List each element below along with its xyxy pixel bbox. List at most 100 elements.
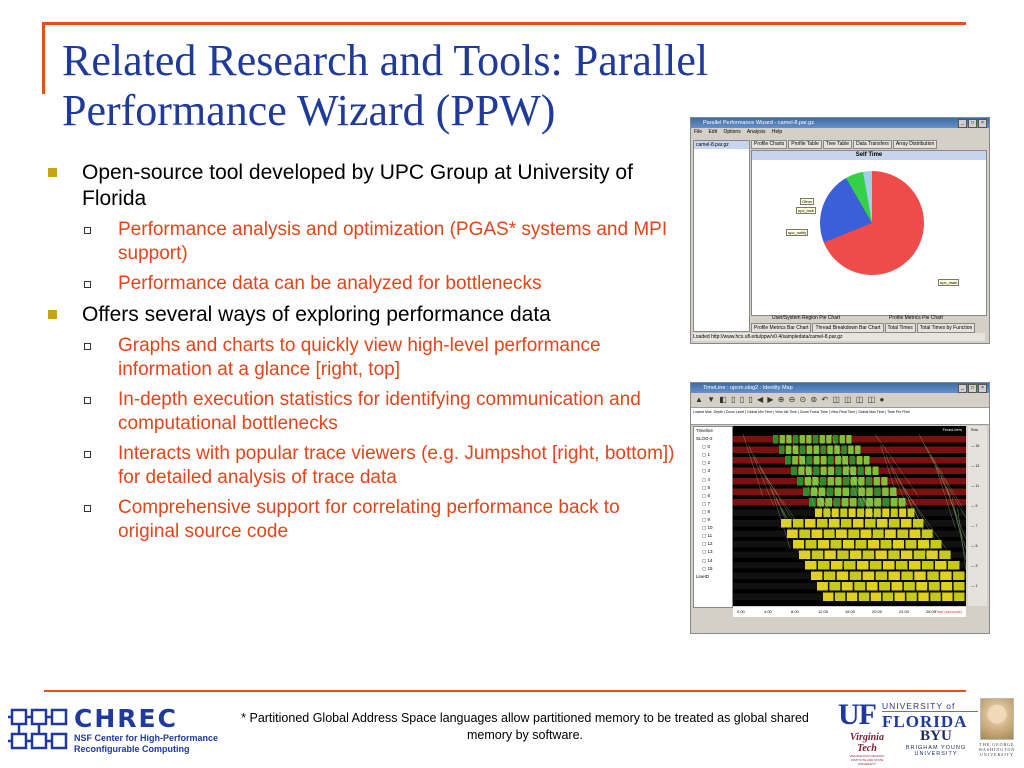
timeline-state-bar <box>939 550 951 559</box>
ppw-menu-file: File <box>694 129 703 135</box>
jumpshot-side-panel: Row — 15 — 13 — 11 — 9 — 7 — 5 — 3 — 1 <box>968 426 987 606</box>
bullet-1-text: Open-source tool developed by UPC Group … <box>82 161 633 210</box>
side-label: Row <box>971 428 979 432</box>
timeline-state-bar <box>930 540 942 549</box>
timeline-message-arrow <box>935 465 956 529</box>
timeline-state-bar <box>779 435 785 444</box>
timeline-state-bar <box>793 435 799 444</box>
ruler-tick: 28.00 <box>926 609 937 614</box>
timeline-state-bar <box>927 571 939 580</box>
timeline-state-bar <box>877 519 888 528</box>
gwu-wordmark: THE GEORGE WASHINGTON UNIVERSITY <box>978 742 1016 757</box>
timeline-state-bar <box>849 571 862 580</box>
timeline-state-bar <box>813 466 820 475</box>
timeline-message-arrow <box>891 465 924 529</box>
timeline-message-arrow <box>869 507 908 571</box>
timeline-row-bg <box>733 488 966 495</box>
thread-row-9: ▢ 9 <box>702 517 711 523</box>
timeline-message-arrow <box>946 486 966 550</box>
sub-bullet-2-3-text: Interacts with popular trace viewers (e.… <box>118 443 675 488</box>
timeline-state-bar <box>799 435 805 444</box>
sub-bullet-2-1: Graphs and charts to quickly view high-l… <box>46 334 676 382</box>
side-tick: — 5 <box>971 544 978 548</box>
timeline-state-bar <box>940 571 952 580</box>
timeline-state-bar <box>913 550 926 559</box>
timeline-state-bar <box>781 519 792 528</box>
timeline-state-bar <box>841 498 849 507</box>
timeline-state-bar <box>898 498 906 507</box>
thread-row-15: ▢ 15 <box>702 565 713 571</box>
timeline-state-bar <box>844 561 856 570</box>
side-tick: — 1 <box>971 584 978 588</box>
ppw-menu-options: Options <box>723 129 741 135</box>
timeline-state-bar <box>799 550 811 559</box>
bullet-2-text: Offers several ways of exploring perform… <box>82 303 551 326</box>
timeline-message-arrow <box>825 507 846 571</box>
slide-title: Related Research and Tools: Parallel Per… <box>62 36 709 135</box>
timeline-state-bar <box>909 529 921 538</box>
left-rule <box>42 22 45 94</box>
info-h3: View Init Time <box>775 410 797 414</box>
vt-subtitle: VIRGINIA POLYTECHNIC INSTITUTE AND STATE… <box>849 754 885 766</box>
timeline-state-bar <box>799 445 806 454</box>
timeline-state-bar <box>826 487 834 496</box>
timeline-state-bar <box>841 519 852 528</box>
timeline-state-bar <box>890 508 898 517</box>
timeline-state-bar <box>879 582 890 591</box>
timeline-message-arrow <box>841 454 881 519</box>
ppw-chart-panel: Self Time upc_main upc_notify upc_lock O… <box>751 150 987 316</box>
hollow-square-icon <box>84 281 91 288</box>
side-tick: — 11 <box>971 484 980 488</box>
timeline-state-bar <box>840 508 848 517</box>
sub-bullet-2-2: In-depth execution statistics for identi… <box>46 388 676 436</box>
timeline-state-bar <box>842 466 849 475</box>
side-tick: — 3 <box>971 564 978 568</box>
timeline-state-bar <box>806 456 813 465</box>
timeline-state-bar <box>785 445 792 454</box>
timeline-state-bar <box>905 540 917 549</box>
timeline-message-arrow <box>913 507 940 571</box>
ruler-tick: 4.00 <box>764 609 772 614</box>
ruler-tick: 20.00 <box>872 609 883 614</box>
timeline-state-bar <box>948 561 960 570</box>
byu-subtitle-2: UNIVERSITY <box>914 751 958 757</box>
timeline-state-bar <box>890 498 898 507</box>
timeline-message-arrow <box>797 454 819 519</box>
ppw-menu-edit: Edit <box>708 129 718 135</box>
pie-label-upc-notify: upc_notify <box>786 229 809 236</box>
chrec-logo: CHREC NSF Center for High-Performance Re… <box>8 702 233 758</box>
timeline-state-bar <box>827 445 833 454</box>
timeline-message-arrow <box>742 433 764 498</box>
timeline-state-bar <box>901 571 913 580</box>
time-unit-label: Time (seconds) <box>934 609 962 614</box>
jumpshot-titlebar: TimeLine : upcm.slog2 : Identity Map _ □ × <box>691 383 989 393</box>
timeline-message-arrow <box>781 507 814 571</box>
ruler-tick: 8.00 <box>791 609 799 614</box>
timeline-state-bar <box>874 487 881 496</box>
timeline-state-bar <box>817 498 824 507</box>
timeline-state-bar <box>834 445 840 454</box>
timeline-state-bar <box>798 466 805 475</box>
thread-row-6: ▢ 6 <box>702 492 711 498</box>
timeline-state-bar <box>792 445 799 454</box>
timeline-state-bar <box>888 550 900 559</box>
timeline-state-bar <box>954 592 965 601</box>
ppw-subtabs-bottom: Profile Metrics Bar Chart Thread Breakdow… <box>751 323 976 333</box>
timeline-state-bar <box>870 561 882 570</box>
timeline-state-bar <box>862 550 875 559</box>
ppw-tabs: Profile Charts Profile Table Tree Table Dat… <box>751 140 938 149</box>
chrec-subtitle: NSF Center for High-Performance Reconfig… <box>74 733 218 755</box>
timeline-state-bar <box>901 519 912 528</box>
timeline-state-bar <box>826 435 832 444</box>
timeline-state-bar <box>843 477 850 486</box>
timeline-state-bar <box>901 550 913 559</box>
chrec-subtitle-2: Reconfigurable Computing <box>74 744 190 754</box>
chrec-subtitle-1: NSF Center for High-Performance <box>74 733 219 743</box>
timeline-message-arrow <box>759 465 798 529</box>
timeline-state-bar <box>863 456 870 465</box>
ppw-pie-chart <box>820 171 924 275</box>
timeline-state-bar <box>922 561 934 570</box>
timeline-state-bar <box>896 561 908 570</box>
timeline-state-bar <box>889 519 900 528</box>
timeline-state-bar <box>841 445 847 454</box>
